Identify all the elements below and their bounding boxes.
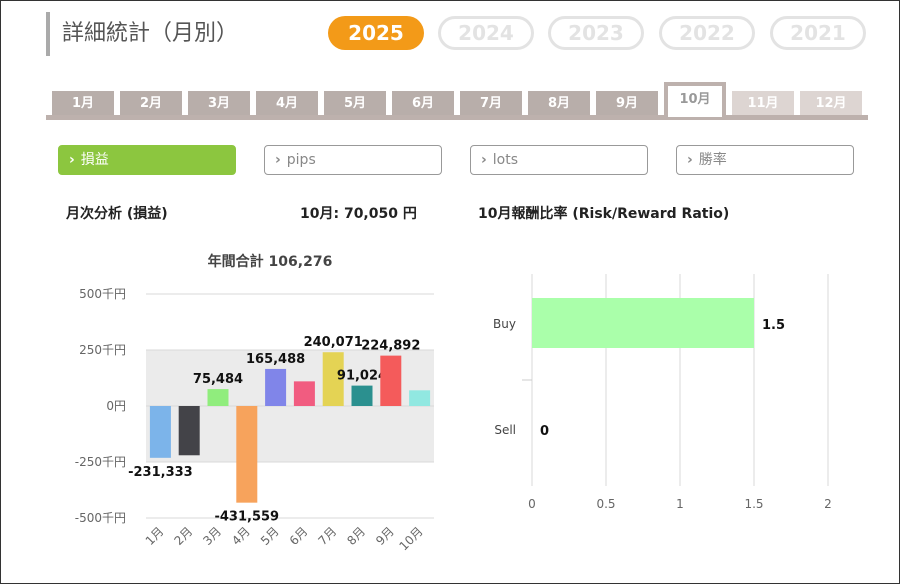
month-tab-6[interactable]: 6月 (392, 91, 454, 115)
bar (265, 368, 287, 406)
bar (149, 406, 171, 458)
x-tick-label: 9月 (373, 524, 397, 548)
risk-reward-chart: 0 0.5 1 1.5 2 Buy 1.5 Sell 0 (493, 274, 832, 511)
metric-tab-winrate[interactable]: › 勝率 (676, 145, 854, 175)
bar (293, 381, 315, 406)
year-tab-2023[interactable]: 2023 (548, 16, 644, 50)
x-tick-label: 4月 (229, 524, 253, 548)
data-label: 165,488 (246, 352, 305, 367)
month-tab-4[interactable]: 4月 (256, 91, 318, 115)
y-tick-label: -250千円 (75, 455, 126, 469)
y-tick-label: 0円 (106, 399, 126, 413)
monthly-profit-chart: 500千円 250千円 0円 -250千円 -500千円 年間合計 106,276 -231… (75, 253, 434, 553)
month-tab-7[interactable]: 7月 (460, 91, 522, 115)
page-title: 詳細統計（月別） (46, 12, 238, 56)
y-tick-label: 500千円 (79, 287, 126, 301)
y-category-label: Buy (493, 317, 516, 331)
chevron-right-icon: › (481, 152, 487, 168)
x-tick-label: 1月 (143, 524, 167, 548)
data-label: -231,333 (128, 465, 193, 480)
bar (409, 390, 431, 406)
data-label: -431,559 (214, 510, 279, 525)
x-tick-label: 0.5 (596, 497, 615, 511)
month-tabs: 1月 2月 3月 4月 5月 6月 7月 8月 9月 10月 11月 12月 (46, 82, 868, 120)
metric-tab-lots[interactable]: › lots (470, 145, 648, 175)
data-label: 224,892 (361, 339, 420, 354)
monthly-analysis-heading: 月次分析 (損益) (66, 206, 168, 222)
x-tick-label: 6月 (287, 524, 311, 548)
month-tab-5[interactable]: 5月 (324, 91, 386, 115)
metric-tab-label: pips (286, 152, 316, 168)
metric-tab-profit[interactable]: › 損益 (58, 145, 236, 175)
month-tab-9[interactable]: 9月 (596, 91, 658, 115)
x-tick-label: 3月 (200, 524, 224, 548)
month-tab-3[interactable]: 3月 (188, 91, 250, 115)
bar (178, 406, 200, 456)
month-tab-2[interactable]: 2月 (120, 91, 182, 115)
chevron-right-icon: › (275, 152, 281, 168)
x-tick-label: 2 (824, 497, 832, 511)
data-label: 75,484 (193, 372, 243, 387)
month-tab-1[interactable]: 1月 (52, 91, 114, 115)
risk-reward-heading: 10月報酬比率 (Risk/Reward Ratio) (478, 206, 730, 222)
x-tick-label: 8月 (344, 524, 368, 548)
month-tab-12[interactable]: 12月 (800, 91, 862, 115)
bar (532, 298, 754, 348)
chart-title: 年間合計 106,276 (208, 253, 333, 270)
bar (351, 385, 373, 406)
year-tab-2021[interactable]: 2021 (770, 16, 866, 50)
month-tab-10[interactable]: 10月 (664, 82, 726, 117)
chevron-right-icon: › (69, 152, 75, 168)
bar (322, 352, 344, 406)
bar (236, 406, 258, 503)
metric-tab-label: 勝率 (698, 152, 727, 168)
x-tick-label: 1 (676, 497, 684, 511)
data-label: 0 (540, 424, 549, 439)
x-tick-label: 1.5 (744, 497, 763, 511)
month-tab-11[interactable]: 11月 (732, 91, 794, 115)
bar (207, 389, 229, 406)
year-tab-2025[interactable]: 2025 (328, 16, 424, 50)
bar (380, 355, 402, 406)
y-tick-label: -500千円 (75, 511, 126, 525)
year-tab-2024[interactable]: 2024 (438, 16, 534, 50)
x-tick-label: 0 (528, 497, 536, 511)
data-label: 91,024 (337, 369, 387, 384)
year-tab-2022[interactable]: 2022 (659, 16, 755, 50)
y-tick-label: 250千円 (79, 343, 126, 357)
metric-tab-label: 損益 (80, 152, 109, 168)
x-tick-label: 5月 (258, 524, 282, 548)
x-tick-label: 10月 (397, 524, 426, 553)
metric-tab-pips[interactable]: › pips (264, 145, 442, 175)
data-label: 240,071 (304, 335, 363, 350)
chevron-right-icon: › (687, 152, 693, 168)
month-summary: 10月: 70,050 円 (300, 206, 417, 222)
metric-tab-label: lots (492, 152, 519, 168)
month-tabs-baseline (46, 115, 868, 120)
y-category-label: Sell (494, 423, 516, 437)
month-tab-8[interactable]: 8月 (528, 91, 590, 115)
x-tick-label: 7月 (316, 524, 340, 548)
x-tick-label: 2月 (172, 524, 196, 548)
data-label: 1.5 (762, 318, 785, 333)
